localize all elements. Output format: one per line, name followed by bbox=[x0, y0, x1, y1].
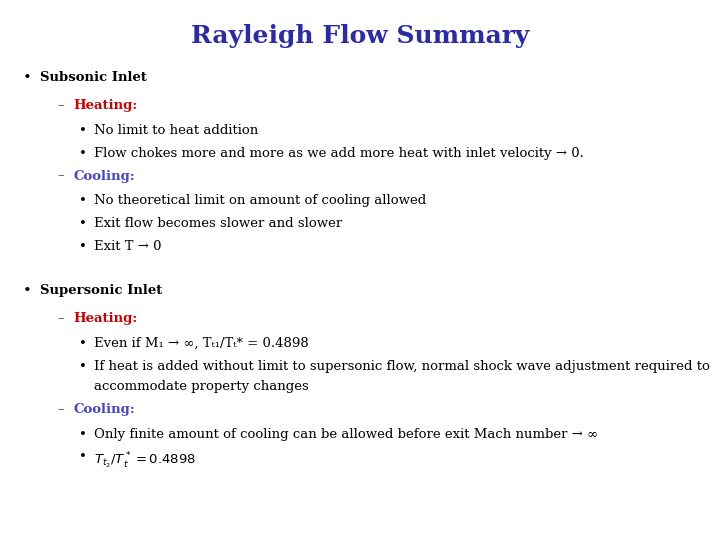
Text: If heat is added without limit to supersonic flow, normal shock wave adjustment : If heat is added without limit to supers… bbox=[94, 360, 709, 373]
Text: Flow chokes more and more as we add more heat with inlet velocity → 0.: Flow chokes more and more as we add more… bbox=[94, 147, 583, 160]
Text: •: • bbox=[79, 217, 86, 230]
Text: Heating:: Heating: bbox=[73, 99, 138, 112]
Text: Rayleigh Flow Summary: Rayleigh Flow Summary bbox=[191, 24, 529, 48]
Text: –: – bbox=[58, 170, 65, 183]
Text: •: • bbox=[79, 124, 86, 137]
Text: Even if M₁ → ∞, Tₜ₁/Tₜ* = 0.4898: Even if M₁ → ∞, Tₜ₁/Tₜ* = 0.4898 bbox=[94, 337, 308, 350]
Text: $T_{t_2}/T_t^* = 0.4898$: $T_{t_2}/T_t^* = 0.4898$ bbox=[94, 450, 196, 470]
Text: –: – bbox=[58, 403, 65, 416]
Text: accommodate property changes: accommodate property changes bbox=[94, 380, 308, 393]
Text: •: • bbox=[79, 360, 86, 373]
Text: Exit T → 0: Exit T → 0 bbox=[94, 240, 161, 253]
Text: Exit flow becomes slower and slower: Exit flow becomes slower and slower bbox=[94, 217, 342, 230]
Text: •: • bbox=[79, 147, 86, 160]
Text: •: • bbox=[23, 71, 32, 85]
Text: Cooling:: Cooling: bbox=[73, 403, 135, 416]
Text: •: • bbox=[79, 450, 86, 463]
Text: •: • bbox=[79, 337, 86, 350]
Text: •: • bbox=[79, 428, 86, 441]
Text: •: • bbox=[23, 284, 32, 298]
Text: Supersonic Inlet: Supersonic Inlet bbox=[40, 284, 162, 297]
Text: Cooling:: Cooling: bbox=[73, 170, 135, 183]
Text: No limit to heat addition: No limit to heat addition bbox=[94, 124, 258, 137]
Text: No theoretical limit on amount of cooling allowed: No theoretical limit on amount of coolin… bbox=[94, 194, 426, 207]
Text: •: • bbox=[79, 240, 86, 253]
Text: Subsonic Inlet: Subsonic Inlet bbox=[40, 71, 146, 84]
Text: Only finite amount of cooling can be allowed before exit Mach number → ∞: Only finite amount of cooling can be all… bbox=[94, 428, 598, 441]
Text: –: – bbox=[58, 99, 65, 112]
Text: –: – bbox=[58, 312, 65, 325]
Text: Heating:: Heating: bbox=[73, 312, 138, 325]
Text: •: • bbox=[79, 194, 86, 207]
